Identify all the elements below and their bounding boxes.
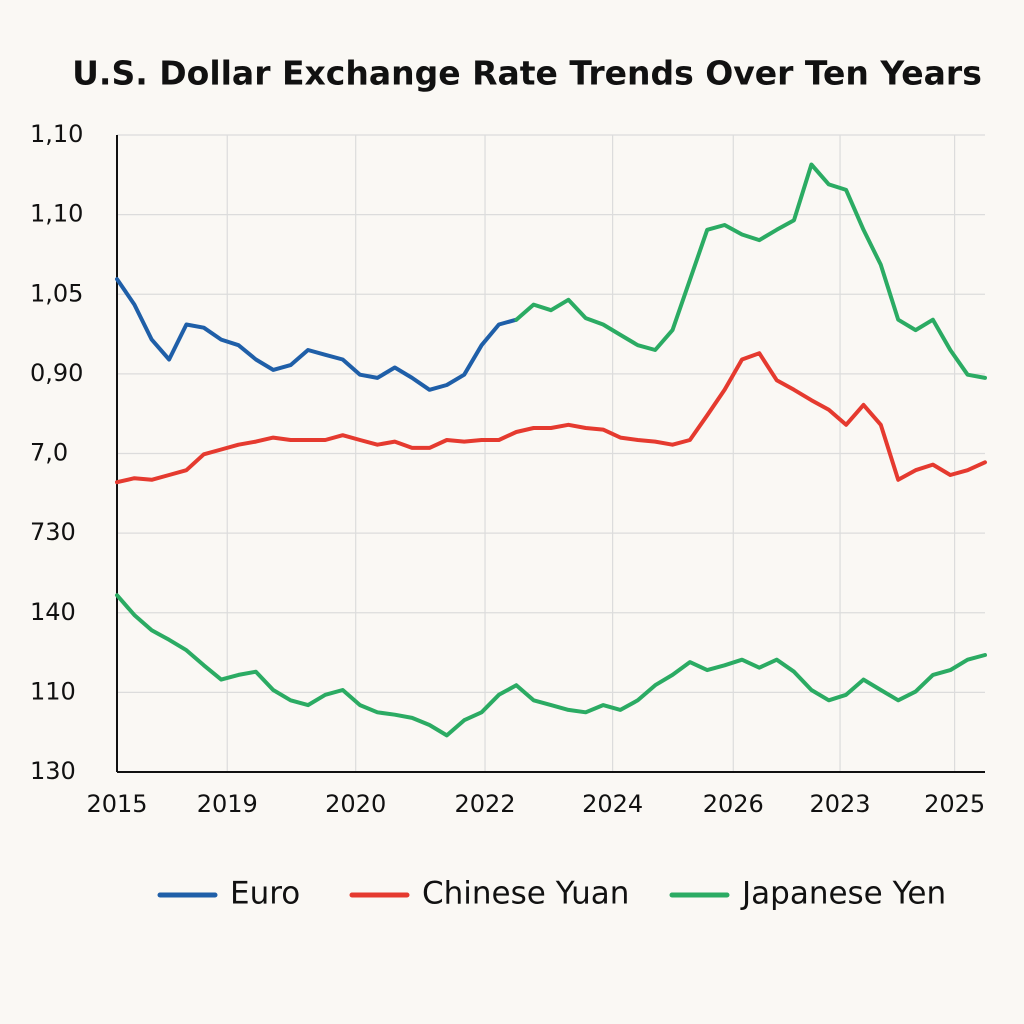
chart-title: U.S. Dollar Exchange Rate Trends Over Te… bbox=[72, 54, 982, 93]
x-tick-label: 2022 bbox=[454, 790, 515, 818]
series-line bbox=[115, 593, 987, 738]
y-tick-label: 730 bbox=[30, 518, 76, 546]
legend-label: Japanese Yen bbox=[740, 876, 946, 912]
y-tick-label: 1,10 bbox=[30, 120, 83, 148]
series-line bbox=[115, 351, 987, 485]
x-tick-label: 2026 bbox=[703, 790, 764, 818]
x-tick-label: 2023 bbox=[810, 790, 871, 818]
y-tick-label: 1,10 bbox=[30, 200, 83, 228]
legend-label: Euro bbox=[230, 876, 300, 912]
x-tick-label: 2020 bbox=[325, 790, 386, 818]
x-tick-label: 2024 bbox=[582, 790, 643, 818]
y-tick-label: 130 bbox=[30, 757, 76, 785]
y-tick-label: 140 bbox=[30, 598, 76, 626]
y-tick-label: 1,05 bbox=[30, 279, 83, 307]
x-tick-label: 2019 bbox=[197, 790, 258, 818]
y-tick-label: 7,0 bbox=[30, 439, 68, 467]
legend-label: Chinese Yuan bbox=[422, 876, 629, 912]
x-tick-label: 2015 bbox=[86, 790, 147, 818]
y-tick-label: 110 bbox=[30, 677, 76, 705]
x-tick-label: 2025 bbox=[924, 790, 985, 818]
series-line bbox=[514, 162, 987, 380]
y-tick-label: 0,90 bbox=[30, 359, 83, 387]
series-line bbox=[115, 277, 519, 392]
